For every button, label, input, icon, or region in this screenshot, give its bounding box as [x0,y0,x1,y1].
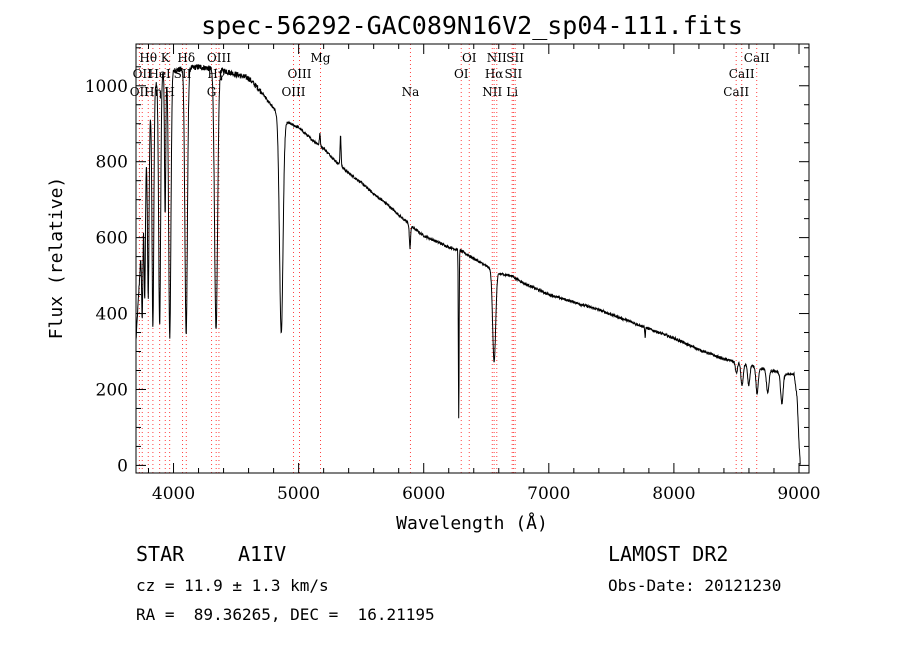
object-class: STAR [136,542,185,566]
line-labels: OIIOIIHθHηHeIKHSIIHδGHγOIIIOIIIOIIIMgNaO… [130,51,770,99]
line-label: SII [506,51,524,65]
line-label: OI [462,51,477,65]
x-axis-label: Wavelength (Å) [396,512,548,534]
redshift-velocity: cz = 11.9 ± 1.3 km/s [136,576,329,595]
line-label: Hθ [139,51,157,65]
line-label: NII [487,51,507,65]
line-label: CaII [729,67,755,81]
line-label: HeI [148,67,171,81]
line-label: Mg [311,51,331,65]
line-label: OII [130,85,150,99]
y-tick-label: 400 [96,305,128,325]
line-label: CaII [744,51,770,65]
line-label: NII [482,85,502,99]
line-label: Hη [144,85,162,99]
x-tick-label: 4000 [152,484,195,504]
line-label: OI [454,67,469,81]
line-label: Hδ [177,51,195,65]
line-label: K [161,51,171,65]
line-label: Li [506,85,518,99]
x-tick-label: 8000 [652,484,695,504]
y-axis-label: Flux (relative) [46,177,67,340]
y-tick-label: 200 [96,380,128,400]
y-tick-label: 600 [96,229,128,249]
survey-name: LAMOST DR2 [608,542,729,566]
coordinates: RA = 89.36265, DEC = 16.21195 [136,605,435,624]
line-label: OII [133,67,153,81]
y-tick-label: 0 [117,456,128,476]
plot-frame [135,43,810,474]
y-tick-label: 800 [96,153,128,173]
tick-labels: 4000 5000 6000 7000 8000 9000 0 200 400 600 800 100… [85,77,821,504]
line-label: Hα [485,67,504,81]
chart-title: spec-56292-GAC089N16V2_sp04-111.fits [201,11,743,40]
line-label: CaII [723,85,749,99]
line-label: H [164,85,174,99]
line-label: SII [505,67,523,81]
observation-date: Obs-Date: 20121230 [608,576,782,595]
spectrum-line [135,64,801,465]
x-tick-label: 5000 [277,484,320,504]
line-markers [138,44,758,473]
line-label: Na [402,85,420,99]
x-tick-label: 7000 [527,484,570,504]
line-label: G [207,85,217,99]
x-tick-label: 9000 [777,484,820,504]
line-label: OIII [207,51,231,65]
axis-ticks [136,44,809,473]
object-subclass: A1IV [238,542,287,566]
y-tick-label: 1000 [85,77,128,97]
line-label: OIII [287,67,311,81]
x-tick-label: 6000 [402,484,445,504]
line-label: OIII [281,85,305,99]
